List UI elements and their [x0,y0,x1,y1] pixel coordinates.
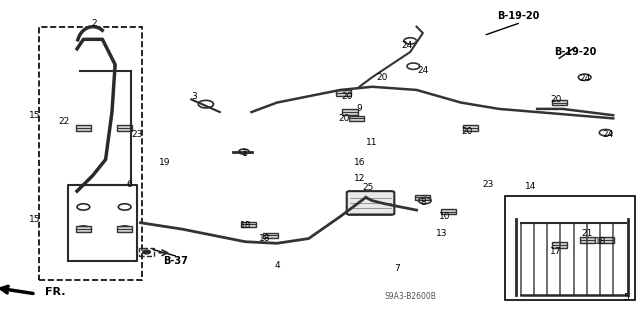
Text: 4: 4 [274,261,280,270]
Text: 20: 20 [376,73,387,82]
Text: 10: 10 [439,212,451,221]
Text: 24: 24 [602,130,614,139]
Text: 7: 7 [395,264,401,273]
Text: 23: 23 [132,130,143,139]
Text: 24: 24 [579,74,590,83]
Text: 18: 18 [239,221,251,230]
Text: FR.: FR. [45,287,66,297]
Text: 6: 6 [127,180,132,189]
Text: 13: 13 [436,229,447,238]
Bar [552,242,567,248]
Text: B-19-20: B-19-20 [554,47,596,57]
Bar [342,109,358,115]
Bar [139,248,154,256]
Text: 16: 16 [354,158,365,167]
Text: 21: 21 [581,229,592,238]
Text: 20: 20 [550,95,562,104]
Bar [336,91,351,96]
Bar [76,125,91,130]
Bar [39,27,143,280]
Text: 3: 3 [191,92,197,101]
Bar [463,125,478,130]
Bar [349,116,364,121]
Bar [506,196,636,300]
Text: 19: 19 [159,158,170,167]
FancyBboxPatch shape [347,191,394,215]
Text: 15: 15 [29,215,40,224]
Text: 18: 18 [259,234,270,243]
Text: 9: 9 [356,104,362,113]
Text: 11: 11 [366,137,378,147]
Bar [552,100,567,105]
Bar [263,233,278,238]
Text: B-19-20: B-19-20 [497,11,540,21]
Bar [580,237,595,243]
Text: 24: 24 [401,41,413,50]
Bar [441,209,456,214]
Text: 24: 24 [417,66,429,76]
Text: 20: 20 [338,114,349,123]
Text: B-37: B-37 [163,256,188,266]
Bar [599,237,614,243]
Text: 15: 15 [29,111,40,120]
Bar [241,222,256,227]
Bar [415,195,431,200]
Circle shape [143,250,150,254]
Text: 20: 20 [461,127,473,136]
Bar [76,226,91,232]
Text: 22: 22 [59,117,70,126]
Text: 8: 8 [420,198,426,207]
Text: 12: 12 [354,174,365,183]
Text: 5: 5 [623,293,628,301]
Text: 1: 1 [243,149,248,158]
Bar [117,226,132,232]
Text: 18: 18 [595,237,606,246]
Text: 20: 20 [341,92,353,101]
Text: 23: 23 [482,180,493,189]
Text: 14: 14 [525,182,536,191]
Text: 25: 25 [362,183,373,192]
Text: S9A3-B2600B: S9A3-B2600B [384,292,436,300]
Text: 2: 2 [92,19,97,28]
Text: 17: 17 [550,247,562,256]
Bar [117,125,132,130]
